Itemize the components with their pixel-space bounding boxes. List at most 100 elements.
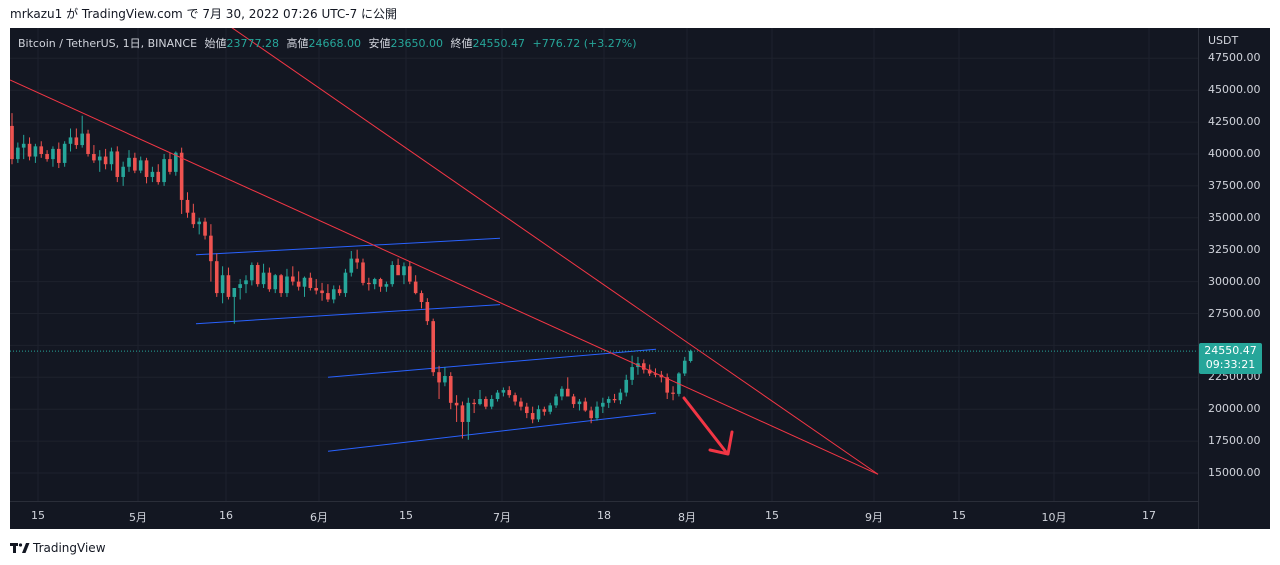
candle-body <box>279 275 283 294</box>
time-tick-label: 15 <box>765 509 779 522</box>
candle-body <box>554 396 558 406</box>
candle-body <box>150 171 155 177</box>
price-axis-divider <box>1198 28 1199 529</box>
trend-line <box>10 79 879 475</box>
bar-countdown: 09:33:21 <box>1205 358 1256 371</box>
price-tick-label: 15000.00 <box>1208 466 1261 479</box>
symbol-name[interactable]: Bitcoin / TetherUS, 1日, BINANCE <box>18 37 198 50</box>
candle-body <box>97 156 102 161</box>
candle-body <box>595 406 599 419</box>
candle-body <box>214 261 219 294</box>
time-tick-label: 9月 <box>865 511 883 524</box>
candle-body <box>191 212 196 225</box>
candle-body <box>583 401 588 411</box>
price-tick-label: 37500.00 <box>1208 178 1261 192</box>
candle-body <box>565 388 570 397</box>
candle-body <box>197 221 201 225</box>
candle-body <box>384 284 389 287</box>
candle-body <box>74 137 79 146</box>
candle-body <box>624 379 629 393</box>
time-tick-label: 15 <box>952 509 966 522</box>
candle-body <box>162 159 166 183</box>
price-tick-label: 27500.00 <box>1208 306 1261 320</box>
candle-body <box>314 287 318 291</box>
price-tick-label: 20000.00 <box>1208 402 1261 416</box>
candle-body <box>548 405 552 412</box>
candle-body <box>612 398 617 401</box>
candle-body <box>431 321 435 373</box>
candle-body <box>320 290 324 294</box>
chart-frame[interactable]: Bitcoin / TetherUS, 1日, BINANCE 始値23777.… <box>10 28 1270 529</box>
price-tick-label: 32500.00 <box>1208 242 1261 256</box>
candle-body <box>121 166 125 177</box>
price-tick-label: 42500.00 <box>1208 115 1261 129</box>
footer-branding[interactable]: TradingView <box>10 539 106 557</box>
candle-body <box>285 276 289 294</box>
candle-body <box>484 398 488 407</box>
candle-body <box>179 152 184 200</box>
price-tick-label: 47500.00 <box>1208 51 1261 65</box>
open-value: 23777.28 <box>226 37 280 50</box>
candle-body <box>144 160 149 177</box>
candle-body <box>507 390 512 396</box>
candle-body <box>367 282 371 285</box>
price-tick-label: 40000.00 <box>1208 147 1261 160</box>
candle-body <box>115 151 120 177</box>
candle-body <box>138 160 143 171</box>
candle-body <box>133 157 137 171</box>
candle-body <box>326 293 330 300</box>
candle-body <box>419 293 424 303</box>
candle-body <box>57 148 61 163</box>
candle-body <box>21 143 26 148</box>
candle-body <box>601 402 605 407</box>
time-axis-divider <box>10 501 1198 502</box>
currency-label[interactable]: USDT <box>1208 34 1239 47</box>
trend-lines <box>10 28 879 475</box>
candle-body <box>530 413 535 420</box>
candle-body <box>618 392 623 401</box>
candle-body <box>513 395 517 402</box>
candle-body <box>302 277 307 287</box>
tradingview-logo-icon <box>10 543 30 553</box>
candle-body <box>337 289 342 294</box>
candle-body <box>86 133 90 154</box>
candle-body <box>682 360 687 374</box>
candle-body <box>378 279 383 287</box>
close-label: 終値 <box>450 37 473 50</box>
candle-body <box>606 398 611 403</box>
candle-body <box>10 125 14 160</box>
candle-body <box>174 152 178 172</box>
candle-body <box>671 392 675 394</box>
time-tick-label: 16 <box>219 509 233 522</box>
low-label: 安値 <box>368 37 391 50</box>
price-chart-canvas[interactable] <box>10 28 1270 529</box>
time-tick-label: 15 <box>399 509 413 522</box>
candle-body <box>466 402 471 422</box>
candle-body <box>343 272 348 294</box>
candle-body <box>425 302 430 322</box>
candle-body <box>156 171 161 183</box>
candle-body <box>16 147 20 160</box>
time-tick-label: 7月 <box>493 511 511 524</box>
candle-body <box>413 281 418 294</box>
candle-body <box>308 277 313 288</box>
candle-body <box>519 401 523 407</box>
candle-body <box>185 199 190 213</box>
candle-body <box>45 154 49 160</box>
candle-body <box>291 276 295 282</box>
candle-body <box>589 410 593 419</box>
candle-body <box>355 258 359 263</box>
arrow-head <box>708 430 734 456</box>
candle-body <box>396 265 400 276</box>
candle-body <box>647 369 652 374</box>
candle-body <box>542 409 547 412</box>
candle-body <box>261 272 266 285</box>
candle-body <box>501 390 506 393</box>
grid-lines <box>10 28 1198 501</box>
candle-body <box>33 146 38 157</box>
candle-body <box>255 265 260 285</box>
candle-body <box>27 143 32 157</box>
candles <box>10 113 693 440</box>
publish-header: mrkazu1 が TradingView.com で 7月 30, 2022 … <box>10 7 398 21</box>
candle-body <box>267 272 272 290</box>
